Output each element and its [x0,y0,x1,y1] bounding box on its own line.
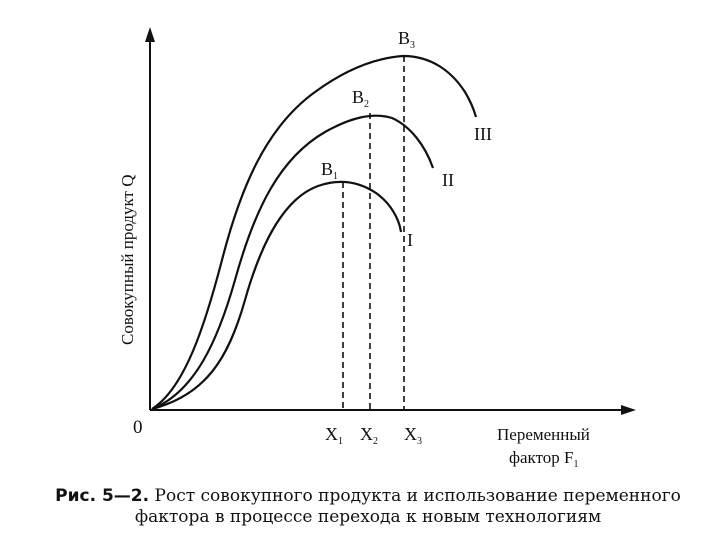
origin-label: 0 [133,417,143,438]
peak-label-B3: B3 [398,28,415,51]
peak-label-B1: B1 [321,159,338,182]
x-axis-label-line2: фактор F1 [509,448,579,470]
caption-prefix: Рис. 5—2. [55,486,150,506]
x-label-X1: X1 [325,424,343,447]
curve-label-II: II [442,170,454,190]
curve-I [151,180,403,411]
figure-caption: Рис. 5—2. Рост совокупного продукта и ис… [28,486,708,528]
peak-label-B2: B2 [352,87,369,110]
curve-label-I: I [407,230,413,250]
x-axis-arrow [621,405,636,415]
y-axis-arrow [145,27,155,42]
x-label-X2: X2 [360,424,378,447]
caption-line2: фактора в процессе перехода к новым техн… [134,507,602,527]
curve-III [151,54,478,410]
curve-II [151,114,435,411]
y-axis-label: Совокупный продукт Q [118,175,137,345]
x-axis-label-line1: Переменный [497,425,590,444]
x-label-X3: X3 [404,424,422,447]
caption-line1: Рост совокупного продукта и использовани… [154,486,681,506]
curve-label-III: III [474,124,492,144]
